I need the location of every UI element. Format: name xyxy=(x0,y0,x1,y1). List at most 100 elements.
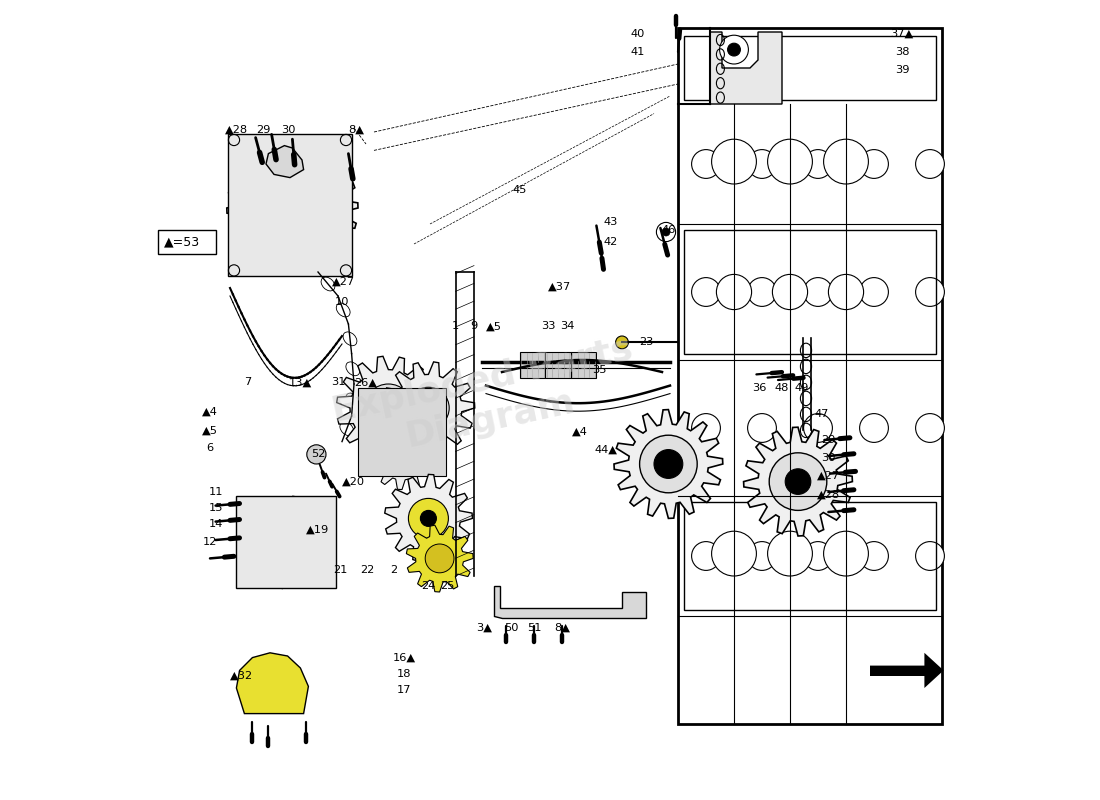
Polygon shape xyxy=(227,142,358,274)
Text: 50: 50 xyxy=(504,623,519,633)
Circle shape xyxy=(804,278,833,306)
Circle shape xyxy=(859,414,889,442)
Text: 52: 52 xyxy=(311,450,326,459)
Circle shape xyxy=(859,150,889,178)
Text: 41: 41 xyxy=(630,47,646,57)
Bar xyxy=(571,352,596,378)
Polygon shape xyxy=(744,427,852,536)
Text: 7: 7 xyxy=(244,378,251,387)
Circle shape xyxy=(639,435,697,493)
Polygon shape xyxy=(371,426,435,490)
Text: 2: 2 xyxy=(390,565,397,574)
Polygon shape xyxy=(266,146,304,178)
Text: 31: 31 xyxy=(331,378,345,387)
Circle shape xyxy=(727,43,740,56)
Circle shape xyxy=(769,453,827,510)
Bar xyxy=(236,496,337,588)
Text: 16▲: 16▲ xyxy=(393,653,416,662)
Circle shape xyxy=(426,544,454,573)
Circle shape xyxy=(662,228,670,236)
Text: 47: 47 xyxy=(815,410,829,419)
Polygon shape xyxy=(382,362,475,454)
Circle shape xyxy=(616,336,628,349)
Text: 6: 6 xyxy=(207,443,213,453)
Bar xyxy=(158,230,216,254)
Circle shape xyxy=(408,498,449,538)
Text: 42: 42 xyxy=(604,237,618,246)
Text: 11: 11 xyxy=(208,487,223,497)
Circle shape xyxy=(824,531,868,576)
Circle shape xyxy=(748,150,777,178)
Bar xyxy=(546,352,571,378)
Circle shape xyxy=(258,174,326,242)
Polygon shape xyxy=(236,653,308,714)
Polygon shape xyxy=(870,653,944,688)
Bar xyxy=(684,230,936,354)
Circle shape xyxy=(364,384,412,432)
Circle shape xyxy=(915,150,945,178)
Text: 8▲: 8▲ xyxy=(554,623,570,633)
Text: ▲=53: ▲=53 xyxy=(164,236,200,249)
Text: 44▲: 44▲ xyxy=(594,445,617,454)
Text: ▲28: ▲28 xyxy=(817,490,840,499)
Circle shape xyxy=(915,278,945,306)
Text: 1: 1 xyxy=(452,322,459,331)
Circle shape xyxy=(859,542,889,570)
Text: 21: 21 xyxy=(333,565,348,574)
Polygon shape xyxy=(385,474,472,562)
Circle shape xyxy=(378,398,399,418)
Circle shape xyxy=(278,533,297,552)
Circle shape xyxy=(828,274,864,310)
Circle shape xyxy=(654,450,683,478)
Text: ▲20: ▲20 xyxy=(342,477,365,486)
Circle shape xyxy=(712,531,757,576)
Polygon shape xyxy=(494,586,646,618)
Text: 18: 18 xyxy=(397,669,411,678)
Circle shape xyxy=(307,445,326,464)
Polygon shape xyxy=(406,525,473,592)
Circle shape xyxy=(692,542,720,570)
Bar xyxy=(684,36,936,100)
Circle shape xyxy=(804,414,833,442)
Circle shape xyxy=(804,150,833,178)
Text: 29: 29 xyxy=(256,125,271,134)
Text: ▲4: ▲4 xyxy=(202,407,218,417)
Text: 17: 17 xyxy=(397,685,411,694)
Text: 34: 34 xyxy=(560,322,575,331)
Circle shape xyxy=(915,542,945,570)
Circle shape xyxy=(768,531,813,576)
Circle shape xyxy=(719,35,748,64)
Circle shape xyxy=(388,444,416,471)
Circle shape xyxy=(419,399,437,417)
Text: 13▲: 13▲ xyxy=(289,378,312,387)
Circle shape xyxy=(748,414,777,442)
Circle shape xyxy=(692,150,720,178)
Text: 40: 40 xyxy=(630,29,646,38)
Circle shape xyxy=(716,274,751,310)
Circle shape xyxy=(915,414,945,442)
Text: 8▲: 8▲ xyxy=(349,125,364,134)
Text: 37▲: 37▲ xyxy=(890,29,914,38)
Circle shape xyxy=(275,190,310,226)
Bar xyxy=(229,134,352,276)
Bar xyxy=(358,388,446,476)
Text: 45: 45 xyxy=(513,186,527,195)
Text: ▲37: ▲37 xyxy=(548,282,571,291)
Text: 15: 15 xyxy=(208,503,223,513)
Text: ▲5: ▲5 xyxy=(202,426,218,435)
Text: 51: 51 xyxy=(527,623,541,633)
Text: 43: 43 xyxy=(604,218,618,227)
Circle shape xyxy=(785,469,811,494)
Circle shape xyxy=(768,139,813,184)
Text: 38: 38 xyxy=(894,47,910,57)
Text: 12: 12 xyxy=(202,538,217,547)
Circle shape xyxy=(748,542,777,570)
Circle shape xyxy=(657,222,675,242)
Circle shape xyxy=(265,520,310,565)
Text: 33: 33 xyxy=(541,322,556,331)
Bar xyxy=(678,28,942,724)
Text: 9: 9 xyxy=(471,322,477,331)
Polygon shape xyxy=(337,356,440,460)
Text: 25: 25 xyxy=(440,581,454,590)
Circle shape xyxy=(285,200,300,216)
